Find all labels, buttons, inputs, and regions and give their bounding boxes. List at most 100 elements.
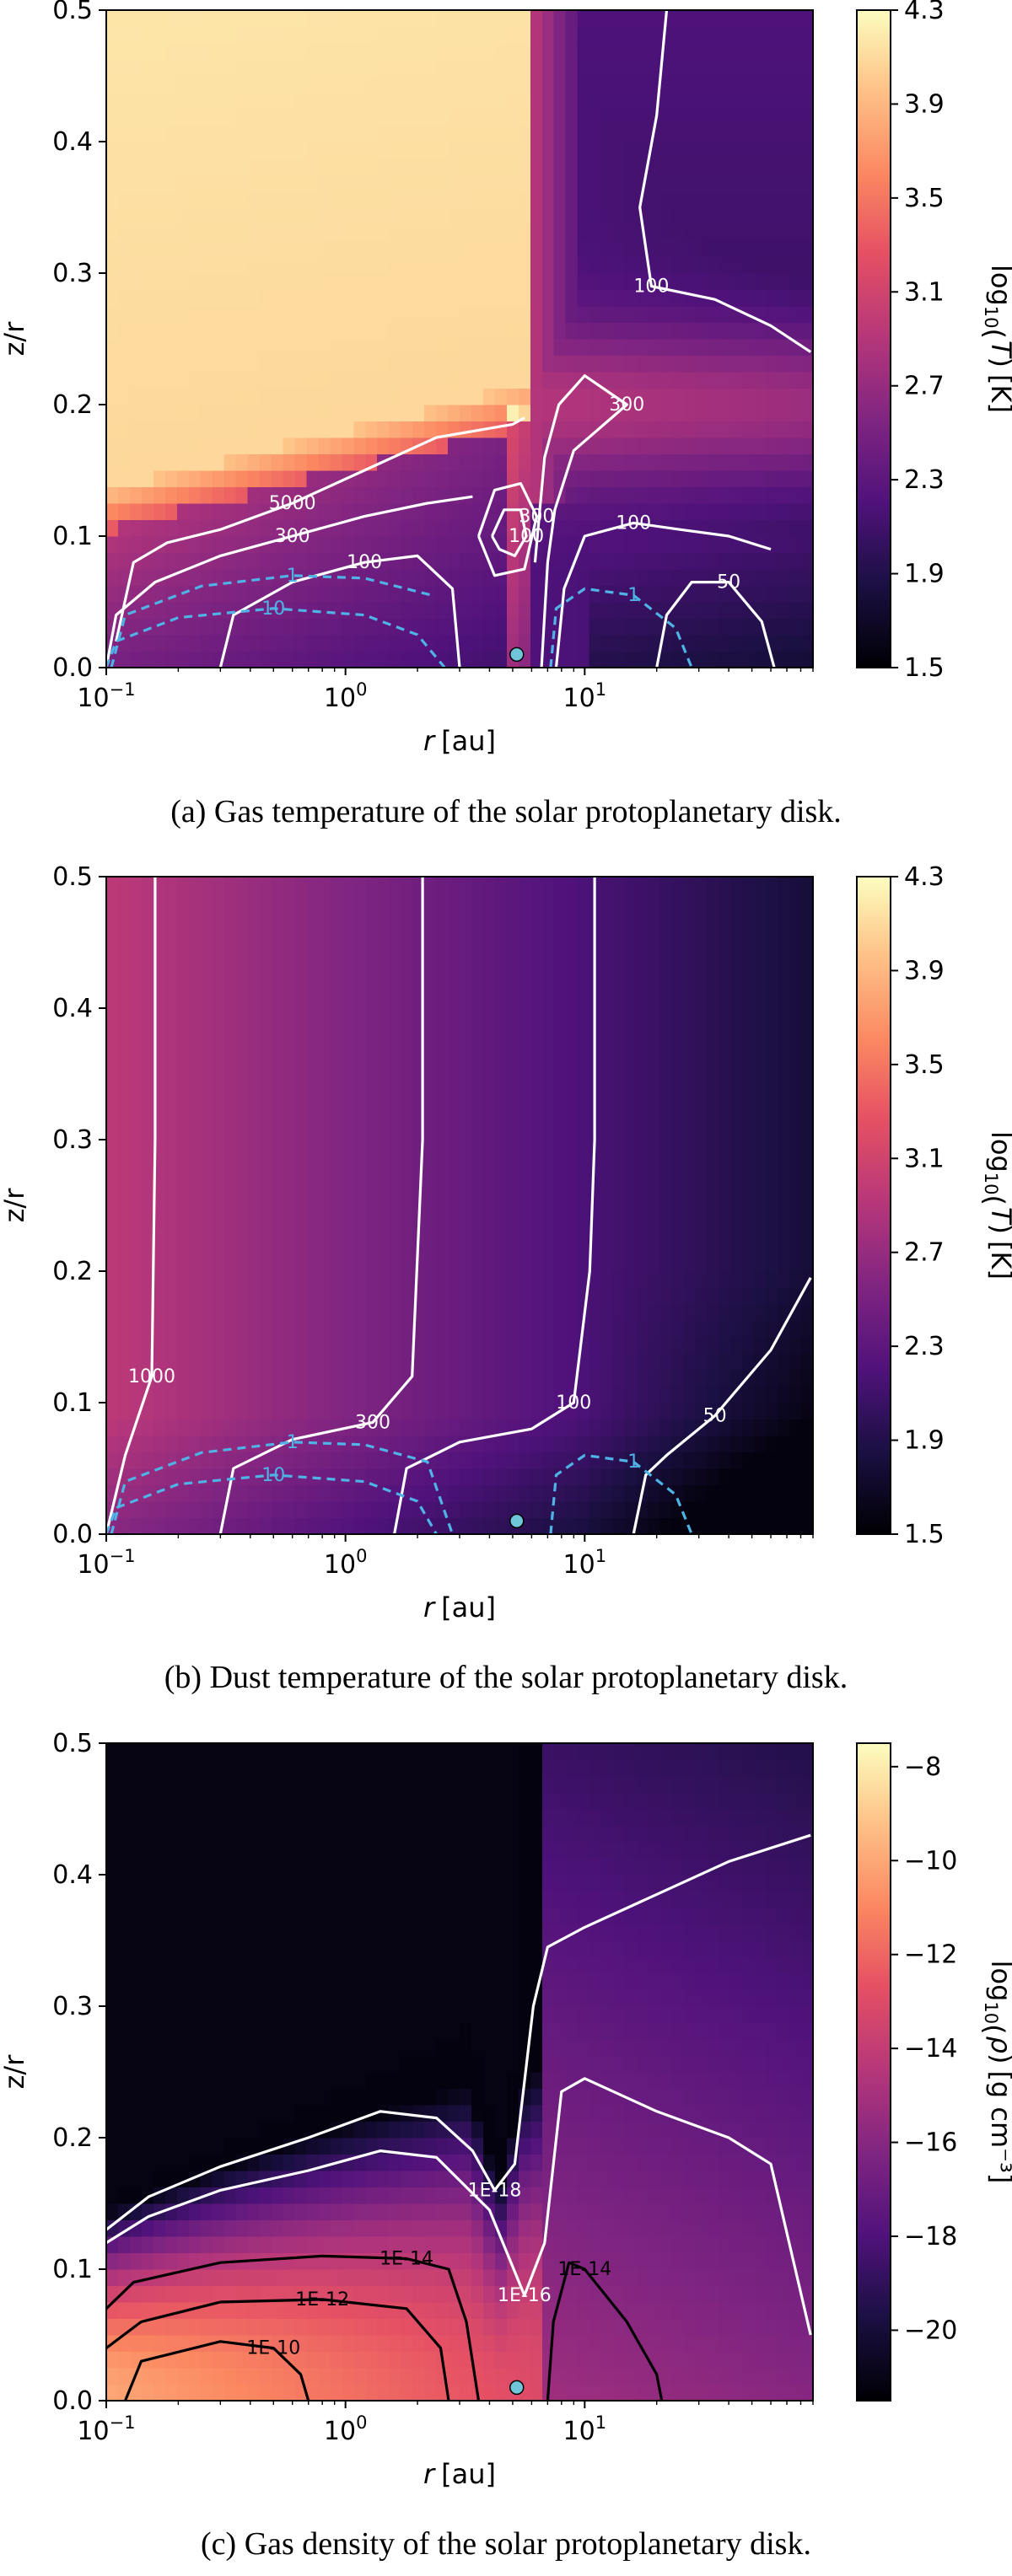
heatmap-cell <box>176 1271 190 1289</box>
heatmap-cell <box>577 273 590 291</box>
heatmap-cell <box>153 125 166 142</box>
heatmap-cell <box>436 942 449 960</box>
heatmap-cell <box>541 910 555 927</box>
heatmap-cell <box>530 256 543 274</box>
heatmap-cell <box>117 1484 131 1502</box>
heatmap-cell <box>212 877 225 894</box>
heatmap-cell <box>247 92 261 110</box>
heatmap-cell <box>695 76 708 94</box>
heatmap-cell <box>330 1156 342 1173</box>
heatmap-cell <box>200 1024 213 1042</box>
heatmap-cell <box>200 223 213 241</box>
heatmap-cell <box>188 1452 202 1469</box>
heatmap-cell <box>460 339 472 357</box>
heatmap-cell <box>754 1008 767 1026</box>
heatmap-cell <box>412 26 425 44</box>
heatmap-cell <box>448 893 460 910</box>
heatmap-cell <box>707 405 719 422</box>
heatmap-cell <box>671 306 684 324</box>
heatmap-cell <box>235 552 249 570</box>
heatmap-cell <box>318 536 331 554</box>
heatmap-cell <box>223 1254 237 1272</box>
heatmap-cell <box>247 240 261 258</box>
heatmap-cell <box>117 289 131 307</box>
heatmap-cell <box>506 125 519 142</box>
heatmap-cell <box>141 142 154 159</box>
heatmap-cell <box>612 1156 626 1173</box>
heatmap-cell <box>541 372 555 389</box>
heatmap-cell <box>353 125 366 142</box>
heatmap-cell <box>188 306 202 324</box>
heatmap-cell <box>518 893 531 910</box>
heatmap-cell <box>778 1024 790 1042</box>
heatmap-cell <box>719 991 731 1009</box>
heatmap-cell <box>530 1304 543 1322</box>
heatmap-cell <box>565 207 579 225</box>
heatmap-cell <box>766 191 778 208</box>
heatmap-cell <box>707 1221 719 1239</box>
heatmap-cell <box>176 142 190 159</box>
heatmap-cell <box>330 1107 342 1124</box>
heatmap-cell <box>283 910 296 927</box>
heatmap-cell <box>259 991 272 1009</box>
heatmap-cell <box>659 585 672 603</box>
heatmap-cell <box>577 1123 590 1140</box>
heatmap-cell <box>636 59 649 77</box>
heatmap-cell <box>707 1140 719 1157</box>
heatmap-cell <box>695 1140 708 1157</box>
heatmap-cell <box>801 437 814 455</box>
heatmap-cell <box>401 1041 413 1059</box>
heatmap-cell <box>659 174 672 192</box>
heatmap-cell <box>659 1238 672 1256</box>
heatmap-cell <box>212 1140 225 1157</box>
heatmap-cell <box>424 877 437 894</box>
heatmap-cell <box>778 437 790 455</box>
heatmap-cell <box>330 388 342 405</box>
heatmap-cell <box>106 910 119 927</box>
heatmap-cell <box>153 405 166 422</box>
heatmap-cell <box>412 158 425 175</box>
heatmap-cell <box>283 59 296 77</box>
heatmap-cell <box>565 975 579 993</box>
heatmap-cell <box>235 1189 249 1206</box>
heatmap-cell <box>164 174 178 192</box>
heatmap-cell <box>471 1468 484 1486</box>
heatmap-cell <box>460 421 472 438</box>
heatmap-cell <box>342 322 354 340</box>
heatmap-cell <box>494 1140 508 1157</box>
heatmap-cell <box>482 1287 496 1305</box>
heatmap-cell <box>353 158 366 175</box>
heatmap-cell <box>766 942 778 960</box>
heatmap-cell <box>565 877 579 894</box>
heatmap-cell <box>565 1484 579 1502</box>
heatmap-cell <box>636 1436 649 1453</box>
heatmap-cell <box>283 1205 296 1223</box>
heatmap-cell <box>448 926 460 943</box>
heatmap-cell <box>106 1221 119 1239</box>
heatmap-cell <box>801 877 814 894</box>
heatmap-cell <box>436 59 449 77</box>
heatmap-cell <box>223 877 237 894</box>
heatmap-cell <box>141 1271 154 1289</box>
heatmap-cell <box>671 421 684 438</box>
heatmap-cell <box>176 355 190 373</box>
heatmap-cell <box>235 1436 249 1453</box>
heatmap-cell <box>129 486 143 504</box>
heatmap-cell <box>577 76 590 94</box>
heatmap-cell <box>801 552 814 570</box>
heatmap-cell <box>117 372 131 389</box>
heatmap-cell <box>612 421 626 438</box>
heatmap-cell <box>541 1074 555 1092</box>
heatmap-cell <box>188 942 202 960</box>
heatmap-cell <box>742 910 755 927</box>
heatmap-cell <box>106 1436 119 1453</box>
heatmap-cell <box>671 174 684 192</box>
heatmap-cell <box>778 585 790 603</box>
heatmap-cell <box>530 306 543 324</box>
heatmap-cell <box>754 975 767 993</box>
heatmap-cell <box>342 1041 354 1059</box>
heatmap-cell <box>789 942 802 960</box>
heatmap-cell <box>294 1008 308 1026</box>
heatmap-cell <box>223 1074 237 1092</box>
heatmap-cell <box>801 142 814 159</box>
